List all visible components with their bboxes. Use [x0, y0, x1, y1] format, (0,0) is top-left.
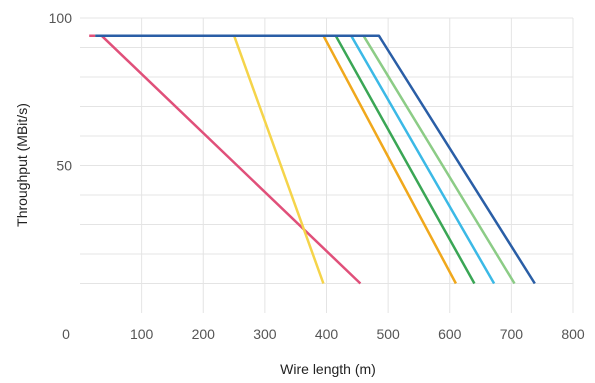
x-tick-label: 300: [253, 326, 277, 342]
x-tick-label: 600: [438, 326, 462, 342]
x-tick-labels: 0 100 200 300 400 500 600 700 800: [62, 326, 585, 342]
series-line-6: [95, 34, 516, 285]
x-tick-label: 800: [561, 326, 585, 342]
series-line-5: [95, 34, 496, 285]
series-line-1: [89, 34, 362, 285]
x-tick-label: 200: [192, 326, 216, 342]
series-line-7: [95, 34, 536, 285]
x-tick-label: 500: [376, 326, 400, 342]
x-tick-label: 0: [62, 326, 70, 342]
y-tick-label: 50: [56, 158, 72, 174]
y-tick-labels: 50 100: [49, 10, 73, 174]
x-tick-label: 400: [315, 326, 339, 342]
y-tick-label: 100: [49, 10, 73, 26]
series-line-4: [95, 34, 476, 285]
y-axis-title: Throughput (MBit/s): [14, 103, 30, 227]
series-line-2: [95, 34, 325, 284]
x-tick-label: 700: [500, 326, 524, 342]
series-group: [89, 34, 536, 285]
x-tick-label: 100: [130, 326, 154, 342]
grid: [80, 17, 574, 313]
x-axis-title: Wire length (m): [280, 361, 376, 377]
